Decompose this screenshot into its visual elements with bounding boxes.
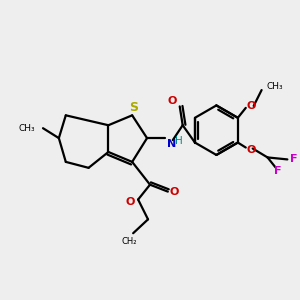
Text: N: N — [167, 139, 176, 149]
Text: F: F — [274, 166, 281, 176]
Text: O: O — [167, 97, 176, 106]
Text: O: O — [169, 187, 178, 196]
Text: CH₃: CH₃ — [18, 124, 35, 133]
Text: F: F — [290, 154, 297, 164]
Text: O: O — [246, 145, 255, 154]
Text: S: S — [129, 101, 138, 114]
Text: O: O — [125, 196, 135, 206]
Text: O: O — [246, 101, 255, 111]
Text: CH₃: CH₃ — [267, 82, 283, 91]
Text: CH₂: CH₂ — [122, 237, 137, 246]
Text: H: H — [175, 136, 183, 146]
